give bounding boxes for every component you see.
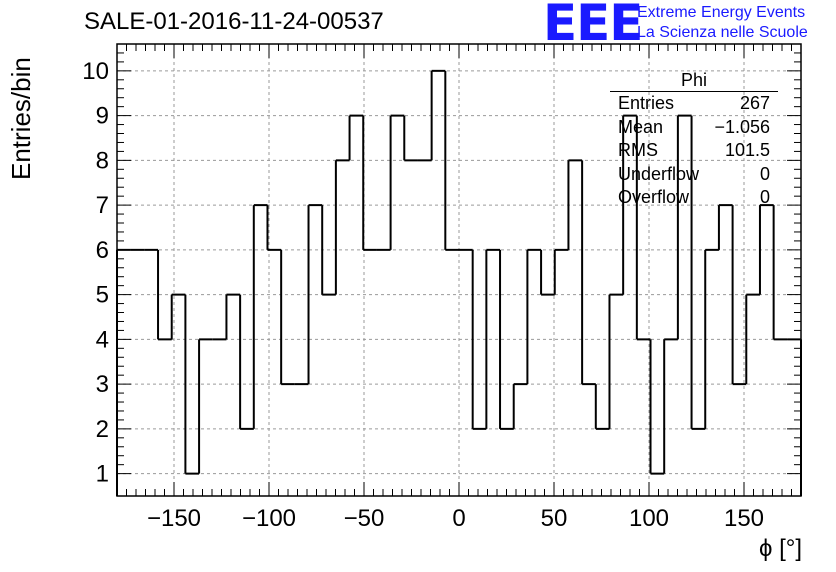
histogram-bin [198, 338, 213, 474]
stats-label: RMS [618, 140, 658, 160]
stats-value: 101.5 [724, 140, 770, 160]
histogram-bin [567, 159, 583, 250]
histogram-bin [252, 204, 268, 429]
histogram-bin [266, 205, 282, 251]
stats-row-entries: Entries 267 [610, 92, 778, 116]
histogram-bin [334, 159, 350, 295]
x-tick-label: −150 [147, 505, 201, 532]
x-tick-label: −50 [344, 505, 385, 532]
histogram-bin [116, 248, 131, 496]
stats-value: −1.056 [714, 116, 770, 137]
stats-label: Mean [618, 116, 664, 137]
eee-logo: EEE [543, 0, 643, 52]
stats-label: Overflow [618, 187, 690, 207]
histogram-bin [581, 160, 596, 386]
histogram-bin [663, 338, 678, 474]
histogram-bin [403, 115, 418, 162]
histogram-bin [170, 293, 186, 340]
histogram-bin [485, 248, 501, 429]
stats-row-mean: Mean −1.056 [610, 116, 778, 140]
histogram-bin [526, 248, 542, 385]
axis-ticks [117, 44, 801, 496]
histogram-bin [622, 114, 637, 295]
histogram-bin [389, 114, 405, 250]
histogram-bin [512, 383, 528, 429]
histogram-bin [594, 384, 610, 430]
y-tick-label: 6 [96, 237, 109, 264]
histogram-bin [430, 69, 446, 161]
histogram-bin [321, 205, 336, 296]
y-tick-label: 3 [96, 371, 109, 398]
histogram-bin [772, 205, 788, 341]
y-tick-label: 9 [96, 103, 109, 130]
histogram-bin [225, 293, 241, 340]
x-tick-label: 150 [724, 505, 764, 532]
histogram-bin [731, 205, 747, 386]
y-axis-label: Entries/bin [6, 57, 36, 180]
x-tick-label: 100 [629, 505, 669, 532]
x-tick-label: 0 [452, 505, 465, 532]
x-tick-label: −100 [242, 505, 296, 532]
y-tick-label: 2 [96, 416, 109, 443]
y-tick-labels: 1 2 3 4 5 6 7 8 9 10 [82, 58, 109, 488]
histogram-bin [649, 339, 665, 475]
logo-subtitle-line1: Extreme Energy Events [637, 4, 806, 21]
histogram-bin [307, 204, 323, 385]
histogram-bin [239, 294, 254, 430]
histogram-bin [608, 293, 624, 429]
x-tick-labels: −150 −100 −50 0 50 100 150 [147, 505, 764, 532]
histogram-bin [787, 338, 802, 496]
y-tick-label: 1 [96, 461, 109, 488]
histogram-bin [362, 115, 377, 251]
stats-value: 0 [759, 187, 770, 207]
histogram-bin [745, 293, 760, 385]
histogram-bin [471, 249, 487, 430]
stats-box: Phi Entries 267 Mean −1.056 RMS 101.5 Un… [610, 70, 778, 210]
stats-row-overflow: Overflow 0 [610, 186, 778, 210]
histogram-bin [348, 114, 364, 161]
stats-label: Entries [618, 93, 675, 113]
x-tick-label: 50 [541, 505, 568, 532]
histogram-bin [704, 248, 719, 429]
logo-subtitle-line2: La Scienza nelle Scuole [637, 24, 808, 41]
stats-value: 267 [739, 93, 770, 113]
y-tick-label: 7 [96, 192, 109, 219]
x-axis-label: ϕ [°] [758, 535, 802, 562]
histogram-bin [717, 204, 733, 250]
histogram-bin [157, 249, 172, 341]
histogram-bin [444, 70, 459, 251]
histogram-title: SALE-01-2016-11-24-00537 [84, 8, 384, 35]
y-tick-label: 4 [96, 326, 109, 353]
stats-value: 0 [759, 163, 770, 184]
stats-title: Phi [610, 70, 778, 92]
histogram-bin [280, 249, 295, 386]
stats-row-underflow: Underflow 0 [610, 163, 778, 187]
histogram-bin [690, 115, 706, 430]
y-tick-label: 5 [96, 282, 109, 309]
histogram-bin [635, 115, 651, 341]
histogram-bin [676, 114, 692, 340]
histogram-bin [499, 249, 514, 430]
histogram-bin [540, 249, 555, 296]
y-tick-label: 10 [82, 58, 109, 85]
stats-row-rms: RMS 101.5 [610, 139, 778, 163]
histogram-bin [553, 248, 569, 295]
histogram-bin [758, 204, 774, 295]
y-tick-label: 8 [96, 147, 109, 174]
histogram-bin [184, 294, 200, 475]
stats-label: Underflow [618, 163, 700, 184]
